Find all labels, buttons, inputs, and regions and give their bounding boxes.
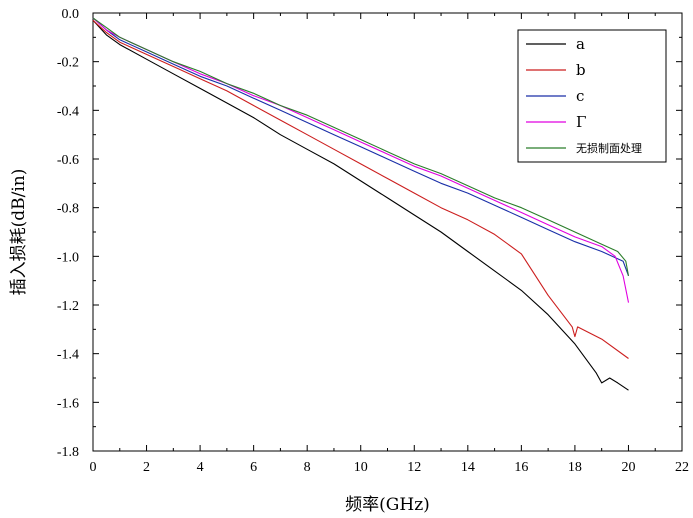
series-line-1 [92,19,629,359]
x-tick-label: 14 [461,460,475,475]
y-tick-label: -0.6 [57,153,79,168]
series-line-4 [92,17,630,276]
x-tick-label: 10 [354,460,368,475]
x-tick-label: 8 [304,460,311,475]
series-lines [92,17,630,391]
y-tick-label: -1.8 [57,445,79,460]
tick-labels: 0 2 4 6 8 10 12 14 16 18 20 22 0.0 -0.2 -0.4 -0.6 -0.8 -1… [57,7,689,475]
series-line-0 [92,19,629,391]
axis-ticks [92,12,683,452]
legend-label-2: c [576,87,584,105]
x-tick-label: 12 [407,460,421,475]
y-axis-label: 插入损耗(dB/in) [9,169,29,296]
x-tick-label: 16 [514,460,528,475]
y-tick-label: -1.4 [57,348,79,363]
series-line-2 [92,17,630,276]
x-tick-label: 18 [568,460,582,475]
legend-label-4: 无损制面处理 [576,141,642,155]
y-tick-label: -0.4 [57,104,79,119]
x-tick-label: 6 [250,460,257,475]
legend-label-1: b [576,61,586,79]
y-tick-label: -0.2 [57,56,79,71]
y-tick-label: -1.0 [57,250,79,265]
y-tick-label: 0.0 [62,7,80,22]
legend-label-0: a [576,35,585,53]
x-tick-label: 0 [90,460,97,475]
x-axis-label: 频率(GHz) [345,495,430,515]
x-tick-label: 22 [675,460,689,475]
x-tick-label: 4 [197,460,204,475]
legend-label-3: Γ [576,113,586,131]
x-tick-label: 2 [143,460,150,475]
y-tick-label: -1.2 [57,299,79,314]
y-tick-label: -1.6 [57,396,79,411]
y-tick-label: -0.8 [57,202,79,217]
x-tick-label: 20 [621,460,635,475]
